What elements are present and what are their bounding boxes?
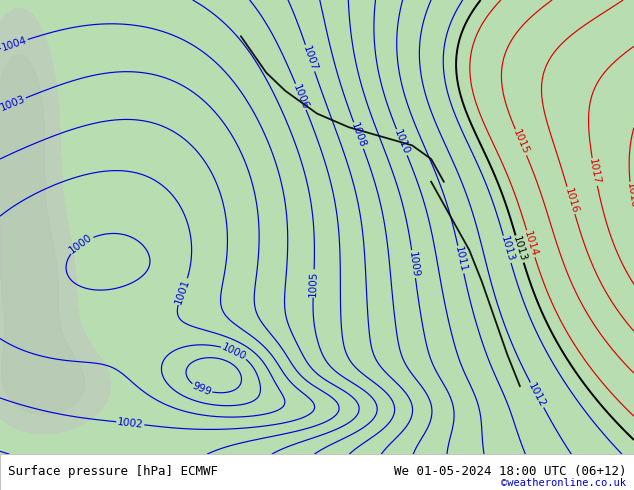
Text: 999: 999 xyxy=(191,381,213,397)
Text: 1000: 1000 xyxy=(68,232,94,256)
Text: 1007: 1007 xyxy=(301,44,319,72)
Text: Surface pressure [hPa] ECMWF: Surface pressure [hPa] ECMWF xyxy=(8,466,217,478)
Text: 1013: 1013 xyxy=(499,235,515,263)
Text: 1018: 1018 xyxy=(624,182,634,210)
Text: 1004: 1004 xyxy=(0,35,29,53)
Text: 1003: 1003 xyxy=(0,94,27,113)
Text: ©weatheronline.co.uk: ©weatheronline.co.uk xyxy=(501,478,626,488)
Text: 1012: 1012 xyxy=(526,381,548,409)
Text: 1009: 1009 xyxy=(407,250,420,278)
Text: 1017: 1017 xyxy=(587,158,602,186)
Text: 1001: 1001 xyxy=(174,277,191,306)
Text: 1005: 1005 xyxy=(308,270,319,297)
Text: 1013: 1013 xyxy=(511,235,528,263)
Text: 1015: 1015 xyxy=(511,128,531,156)
Text: 1010: 1010 xyxy=(392,128,411,156)
Text: 1002: 1002 xyxy=(117,417,144,430)
Text: 1006: 1006 xyxy=(291,83,311,111)
Text: 1011: 1011 xyxy=(453,245,469,273)
Text: 1008: 1008 xyxy=(349,122,368,149)
Text: 1016: 1016 xyxy=(562,186,579,215)
Text: 1000: 1000 xyxy=(220,342,248,362)
Text: We 01-05-2024 18:00 UTC (06+12): We 01-05-2024 18:00 UTC (06+12) xyxy=(394,466,626,478)
Text: 1014: 1014 xyxy=(522,230,540,258)
